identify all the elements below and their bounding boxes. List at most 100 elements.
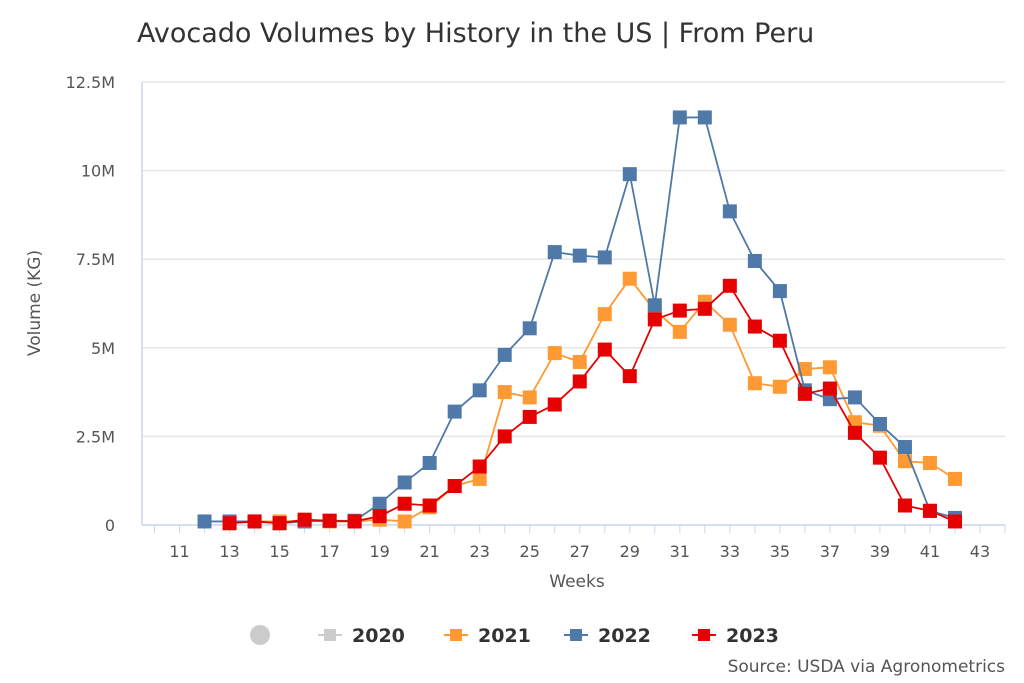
y-axis-title: Volume (KG) bbox=[25, 250, 45, 356]
data-point-2021 bbox=[722, 317, 737, 332]
data-point-2023 bbox=[647, 312, 662, 327]
x-tick-label: 17 bbox=[319, 542, 339, 561]
x-tick-label: 41 bbox=[920, 542, 940, 561]
data-point-2022 bbox=[547, 245, 562, 260]
series-2023 bbox=[222, 278, 962, 531]
data-point-2021 bbox=[572, 354, 587, 369]
x-tick-label: 31 bbox=[670, 542, 690, 561]
data-point-2021 bbox=[522, 390, 537, 405]
data-point-2023 bbox=[447, 479, 462, 494]
x-tick-label: 37 bbox=[820, 542, 840, 561]
legend-label: 2020 bbox=[352, 625, 405, 647]
data-point-2021 bbox=[597, 307, 612, 322]
data-point-2023 bbox=[522, 409, 537, 424]
data-point-2022 bbox=[522, 321, 537, 336]
legend-item-2023[interactable]: 2023 bbox=[692, 625, 779, 647]
legend-marker-icon bbox=[570, 629, 582, 641]
y-tick-label: 7.5M bbox=[76, 250, 115, 269]
data-point-2023 bbox=[297, 512, 312, 527]
x-tick-label: 25 bbox=[520, 542, 540, 561]
data-point-2023 bbox=[322, 513, 337, 528]
source-note: Source: USDA via Agronometrics bbox=[728, 657, 1006, 677]
data-point-2021 bbox=[397, 514, 412, 529]
data-point-2023 bbox=[672, 303, 687, 318]
data-point-2023 bbox=[872, 450, 887, 465]
data-point-2022 bbox=[197, 514, 212, 529]
data-point-2023 bbox=[497, 429, 512, 444]
data-point-2022 bbox=[397, 475, 412, 490]
legend-marker-icon bbox=[698, 629, 710, 641]
data-point-2021 bbox=[772, 379, 787, 394]
data-point-2021 bbox=[547, 346, 562, 361]
data-point-2022 bbox=[772, 284, 787, 299]
data-point-2021 bbox=[472, 471, 487, 486]
x-tick-label: 39 bbox=[870, 542, 890, 561]
data-point-2022 bbox=[572, 248, 587, 263]
data-point-2023 bbox=[897, 498, 912, 513]
data-point-2023 bbox=[722, 278, 737, 293]
legend-marker-icon bbox=[324, 629, 336, 641]
data-point-2023 bbox=[922, 503, 937, 518]
data-point-2022 bbox=[497, 347, 512, 362]
data-point-2022 bbox=[422, 455, 437, 470]
legend-item-2022[interactable]: 2022 bbox=[564, 625, 651, 647]
x-tick-label: 21 bbox=[419, 542, 439, 561]
data-point-2021 bbox=[922, 455, 937, 470]
data-point-2021 bbox=[497, 385, 512, 400]
x-tick-label: 23 bbox=[470, 542, 490, 561]
data-point-2022 bbox=[472, 383, 487, 398]
data-point-2021 bbox=[672, 324, 687, 339]
data-point-2023 bbox=[747, 319, 762, 334]
data-point-2023 bbox=[572, 374, 587, 389]
legend-item-2021[interactable]: 2021 bbox=[444, 625, 531, 647]
data-point-2023 bbox=[622, 369, 637, 384]
legend-label: 2022 bbox=[598, 625, 651, 647]
x-tick-label: 27 bbox=[570, 542, 590, 561]
data-point-2022 bbox=[722, 204, 737, 219]
x-tick-label: 11 bbox=[169, 542, 189, 561]
data-point-2022 bbox=[447, 404, 462, 419]
legend-label: 2021 bbox=[478, 625, 531, 647]
chart-title: Avocado Volumes by History in the US | F… bbox=[137, 18, 814, 49]
data-point-2023 bbox=[697, 301, 712, 316]
legend-toggle-icon[interactable] bbox=[250, 625, 270, 645]
data-point-2023 bbox=[797, 386, 812, 401]
data-point-2022 bbox=[897, 440, 912, 455]
data-point-2023 bbox=[472, 459, 487, 474]
y-tick-label: 2.5M bbox=[76, 427, 115, 446]
y-tick-label: 0 bbox=[105, 516, 115, 535]
x-tick-label: 29 bbox=[620, 542, 640, 561]
x-axis-title: Weeks bbox=[549, 572, 605, 592]
data-point-2023 bbox=[947, 514, 962, 529]
data-point-2022 bbox=[372, 496, 387, 511]
data-point-2023 bbox=[422, 498, 437, 513]
legend-label: 2023 bbox=[726, 625, 779, 647]
data-point-2023 bbox=[847, 425, 862, 440]
series-line-2021 bbox=[229, 277, 956, 525]
data-point-2022 bbox=[672, 110, 687, 125]
x-tick-label: 33 bbox=[720, 542, 740, 561]
data-point-2021 bbox=[797, 362, 812, 377]
data-point-2021 bbox=[747, 376, 762, 391]
data-point-2021 bbox=[822, 360, 837, 375]
series-2022 bbox=[197, 110, 962, 531]
data-point-2023 bbox=[347, 514, 362, 529]
series-line-2022 bbox=[204, 116, 956, 525]
legend-item-2020[interactable]: 2020 bbox=[318, 625, 405, 647]
data-point-2023 bbox=[372, 509, 387, 524]
data-point-2023 bbox=[822, 381, 837, 396]
data-point-2023 bbox=[222, 516, 237, 531]
x-tick-label: 15 bbox=[269, 542, 289, 561]
data-point-2022 bbox=[847, 390, 862, 405]
data-point-2022 bbox=[872, 416, 887, 431]
data-point-2022 bbox=[697, 110, 712, 125]
data-point-2021 bbox=[622, 271, 637, 286]
x-tick-label: 43 bbox=[970, 542, 990, 561]
data-point-2023 bbox=[547, 397, 562, 412]
data-point-2021 bbox=[947, 471, 962, 486]
data-point-2023 bbox=[397, 496, 412, 511]
data-point-2023 bbox=[772, 333, 787, 348]
data-point-2023 bbox=[272, 516, 287, 531]
